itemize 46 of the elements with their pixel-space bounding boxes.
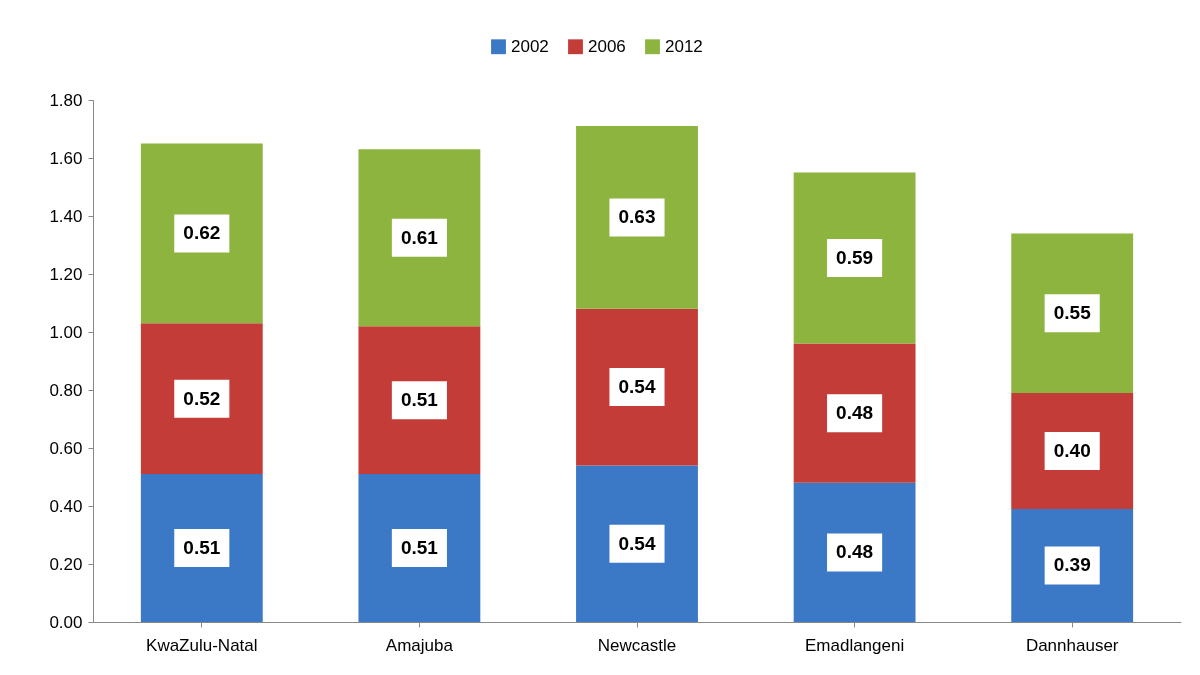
x-tick-label: Amajuba <box>385 635 454 655</box>
bar <box>358 474 481 622</box>
data-label: 0.54 <box>618 532 656 554</box>
data-label: 0.59 <box>836 247 874 269</box>
y-tick-label: 1.40 <box>49 206 83 226</box>
y-tick-label: 1.00 <box>49 322 83 342</box>
y-tick-label: 1.20 <box>49 264 83 284</box>
bar <box>358 326 481 475</box>
bar <box>576 308 698 466</box>
data-label: 0.48 <box>836 541 874 563</box>
data-label: 0.39 <box>1053 554 1091 576</box>
bar <box>576 126 698 309</box>
bar <box>793 172 916 344</box>
x-tick-label: Dannhauser <box>1025 635 1119 655</box>
y-tick-label: 1.80 <box>49 90 83 110</box>
bar <box>793 482 916 622</box>
data-label: 0.54 <box>618 376 656 398</box>
data-label: 0.61 <box>400 226 439 248</box>
x-tick-label: Newcastle <box>597 635 677 655</box>
y-tick-label: 0.60 <box>49 438 83 458</box>
data-label: 0.55 <box>1053 302 1092 324</box>
legend-label: 2012 <box>665 36 703 56</box>
legend-label: 2002 <box>511 36 549 56</box>
data-label: 0.51 <box>400 389 439 411</box>
data-label: 0.63 <box>618 206 656 228</box>
data-label: 0.52 <box>183 387 221 409</box>
y-tick-label: 0.40 <box>49 496 83 516</box>
x-tick-label: KwaZulu-Natal <box>146 635 258 655</box>
bar <box>358 149 481 327</box>
legend-label: 2006 <box>588 36 626 56</box>
bar <box>140 143 263 324</box>
bar <box>140 474 263 622</box>
y-tick-label: 1.60 <box>49 148 83 168</box>
data-label: 0.48 <box>836 402 874 424</box>
bar <box>140 323 263 475</box>
bar <box>793 343 916 483</box>
y-tick-label: 0.20 <box>49 554 83 574</box>
data-label: 0.51 <box>183 537 221 559</box>
data-label: 0.51 <box>400 537 439 559</box>
data-label: 0.40 <box>1053 439 1091 461</box>
y-tick-label: 0.80 <box>49 380 83 400</box>
data-label: 0.62 <box>183 222 221 244</box>
bar <box>576 465 698 622</box>
x-tick-label: Emadlangeni <box>804 635 905 655</box>
y-tick-label: 0.00 <box>49 612 83 632</box>
bar <box>1011 233 1134 393</box>
